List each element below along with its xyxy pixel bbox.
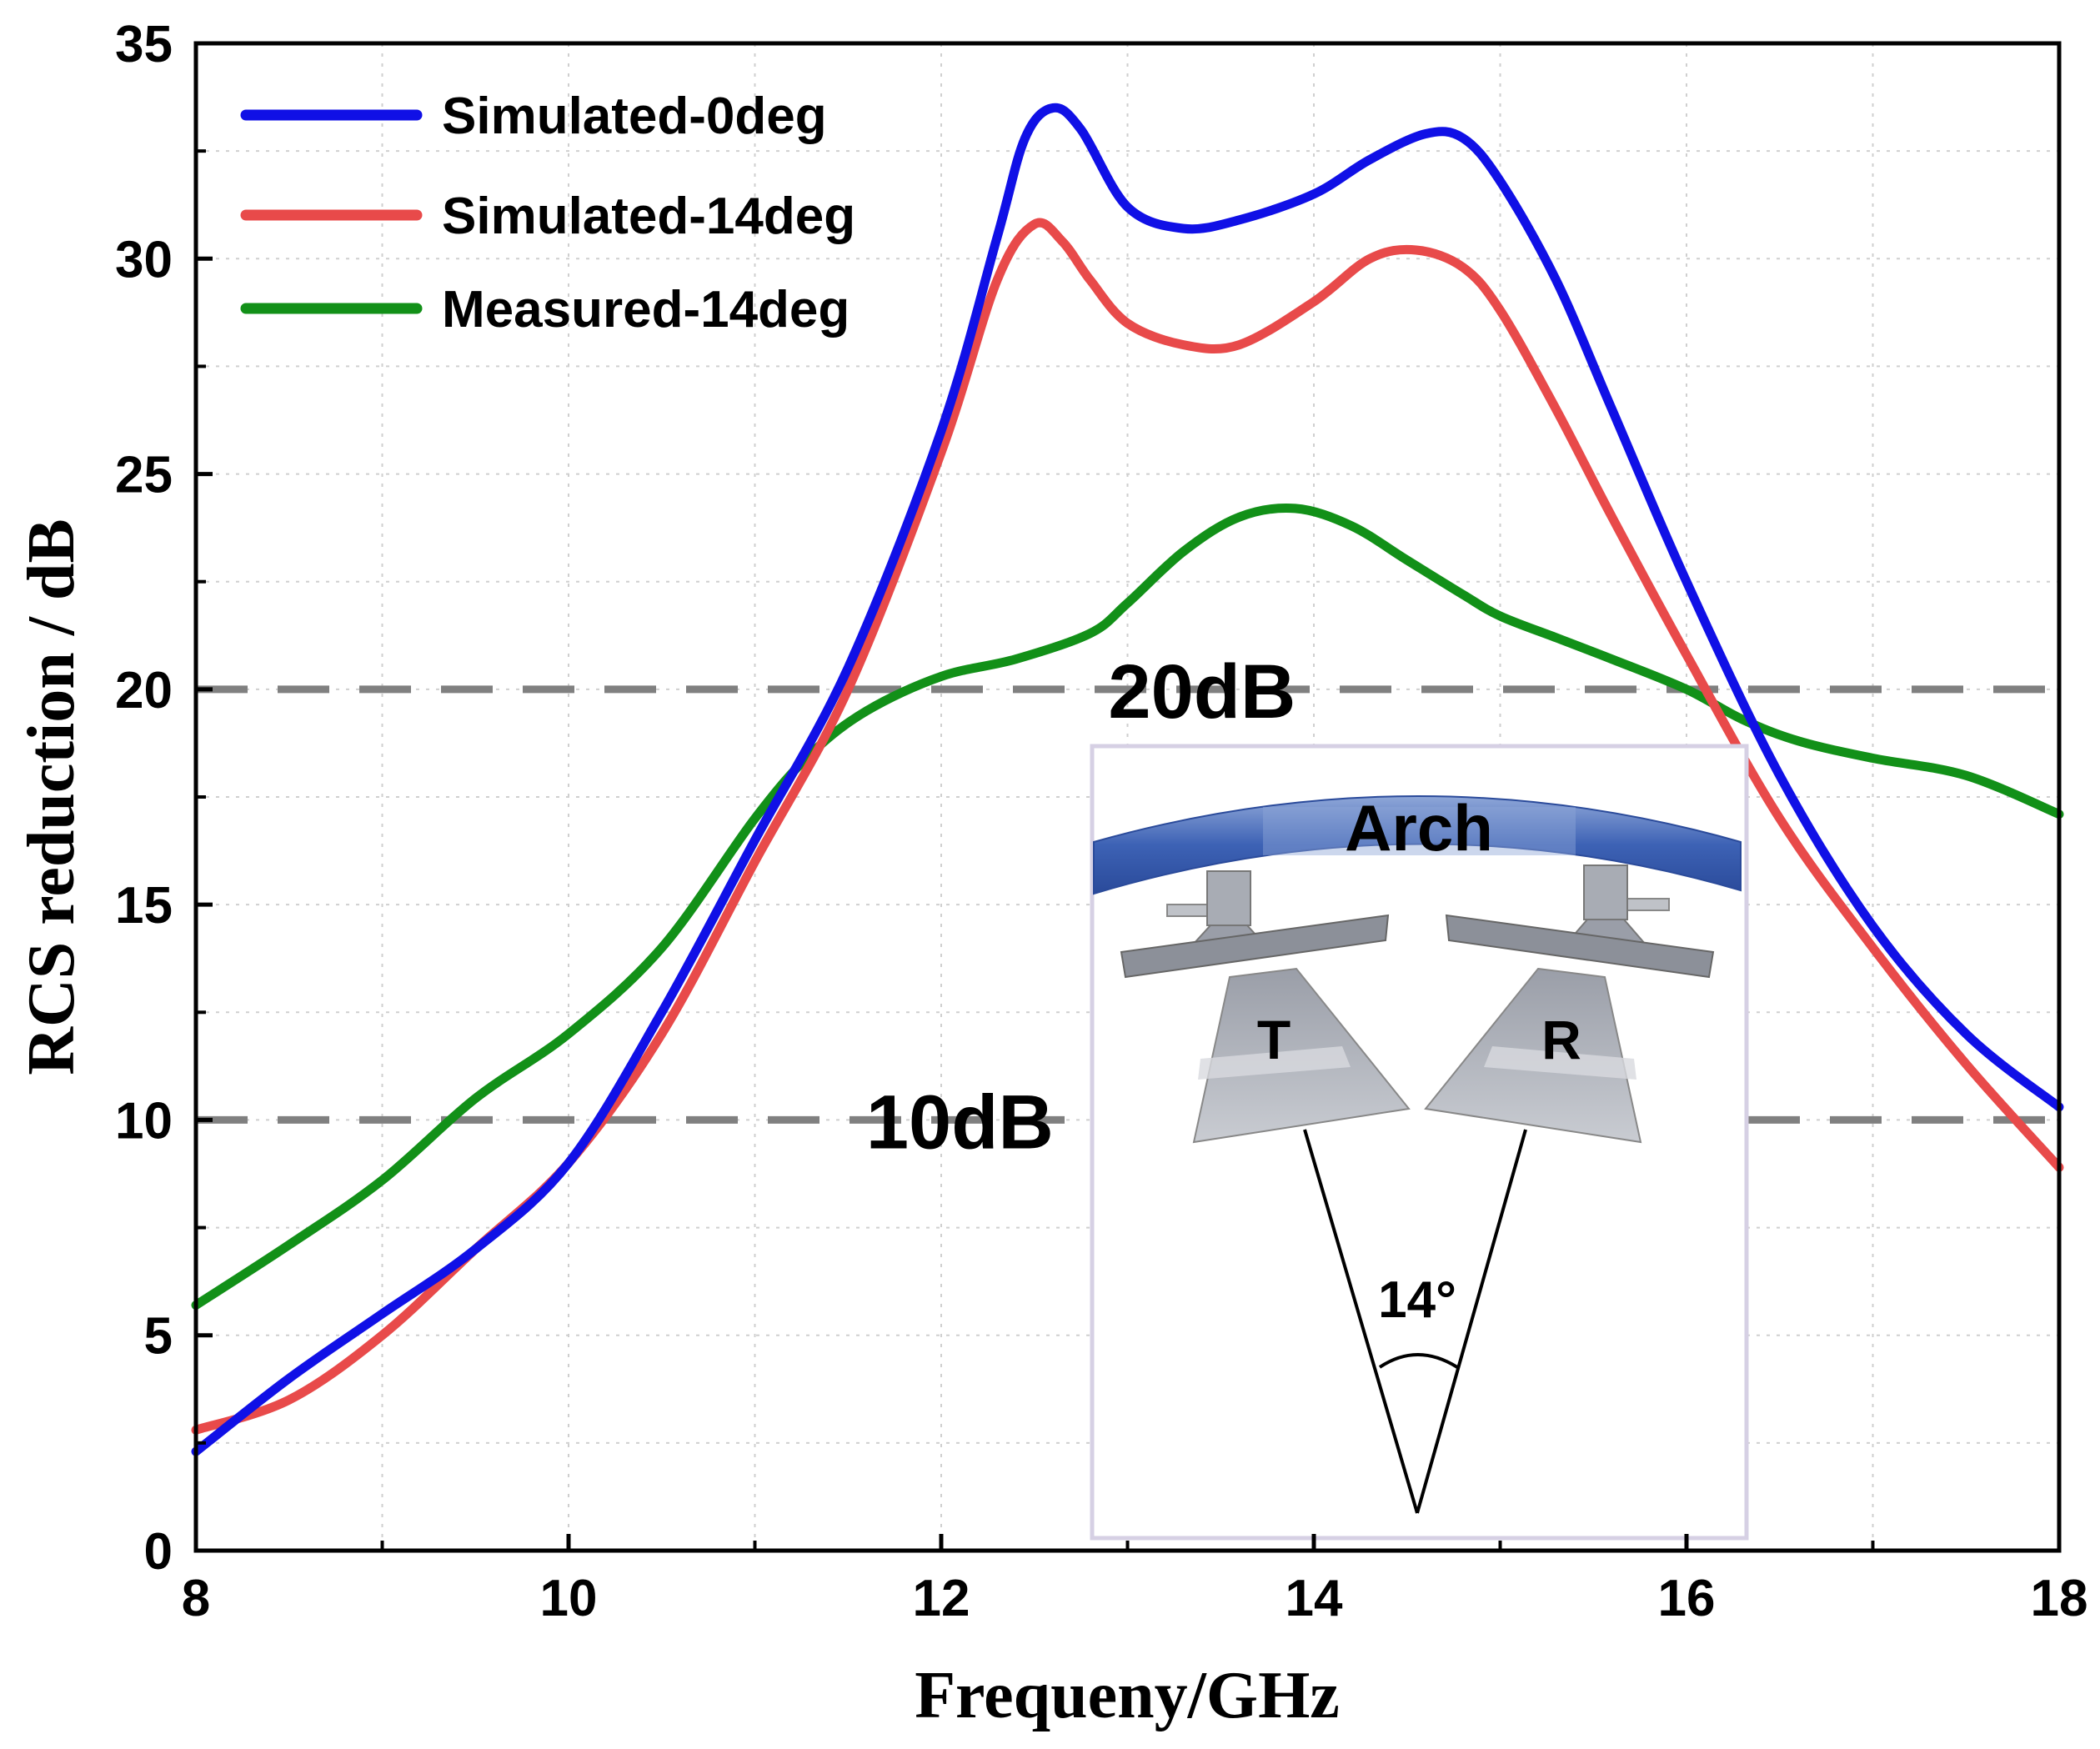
y-tick-label: 20 <box>115 662 173 719</box>
angle-label: 14° <box>1378 1271 1456 1329</box>
x-tick-label: 12 <box>913 1570 970 1627</box>
reference-label-10: 10dB <box>866 1080 1054 1165</box>
y-tick-label: 10 <box>115 1092 173 1150</box>
y-tick-label: 25 <box>115 447 173 504</box>
x-tick-label: 8 <box>182 1570 210 1627</box>
series-line-simulated-0deg <box>191 103 2064 1456</box>
axes: 8 10 12 14 16 18 0 5 10 15 20 25 30 35 <box>115 16 2087 1627</box>
y-axis-title: RCS reduction / dB <box>15 519 88 1075</box>
legend-label: Measured-14deg <box>442 281 850 338</box>
receiver-label: R <box>1541 1009 1581 1070</box>
legend-label: Simulated-0deg <box>442 88 827 145</box>
legend-label: Simulated-14deg <box>442 188 855 245</box>
x-tick-label: 18 <box>2031 1570 2088 1627</box>
transmitter-label: T <box>1257 1009 1291 1070</box>
x-axis-title: Frequeny/GHz <box>915 1659 1340 1732</box>
legend: Simulated-0deg Simulated-14deg Measured-14… <box>240 88 855 338</box>
reference-labels: 20dB 10dB <box>866 649 1296 1165</box>
receive-ray <box>1416 1129 1527 1514</box>
y-tick-label: 35 <box>115 16 173 73</box>
data-series <box>191 103 2064 1456</box>
x-tick-label: 10 <box>540 1570 598 1627</box>
y-tick-label: 15 <box>115 877 173 935</box>
transmit-ray <box>1303 1129 1419 1514</box>
measurement-setup-inset: Arch T R 14° <box>1090 744 1749 1541</box>
arch-label: Arch <box>1345 791 1493 864</box>
arch <box>1093 795 1742 895</box>
y-tick-label: 30 <box>115 231 173 288</box>
receiver-horn: R <box>1424 864 1715 1144</box>
arch-label-band <box>1263 807 1576 855</box>
angle-arc <box>1378 1353 1459 1369</box>
y-tick-label: 5 <box>144 1308 173 1366</box>
x-tick-label: 14 <box>1286 1570 1343 1627</box>
reference-label-20: 20dB <box>1108 649 1296 734</box>
y-tick-label: 0 <box>144 1523 173 1581</box>
transmitter-horn: T <box>1120 870 1411 1144</box>
x-tick-label: 16 <box>1658 1570 1716 1627</box>
